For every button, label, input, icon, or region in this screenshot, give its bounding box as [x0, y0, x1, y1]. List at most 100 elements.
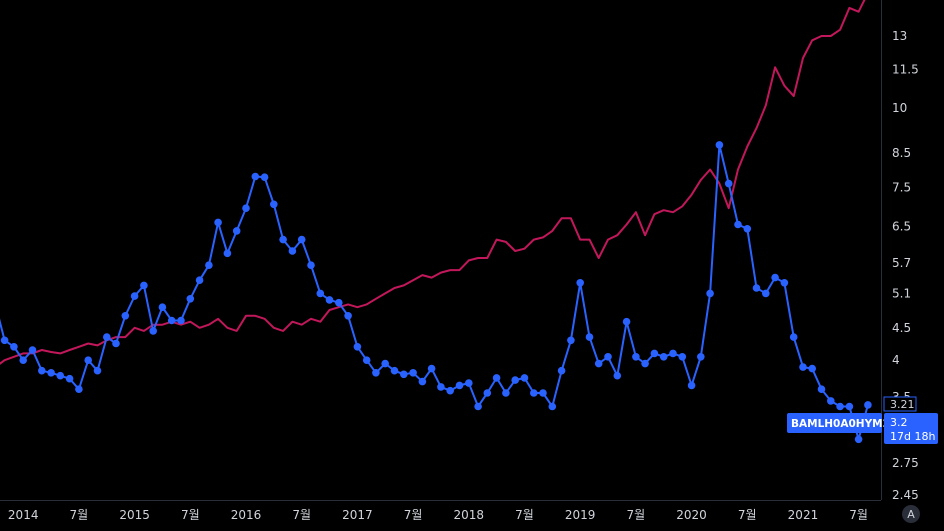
data-point [697, 353, 705, 361]
data-point [539, 389, 547, 397]
time-axis-tick-label: 2016 [231, 508, 262, 522]
data-point [724, 179, 733, 188]
log-scale-toggle-label: A [907, 508, 915, 521]
data-point [715, 141, 724, 149]
last-value-badge [884, 413, 938, 444]
data-point [288, 247, 297, 255]
data-point [251, 172, 260, 181]
price-axis-tick-label: 4.5 [892, 321, 911, 335]
data-point [223, 249, 232, 258]
data-point [56, 371, 65, 380]
price-axis-tick-label: 2.45 [892, 488, 919, 502]
time-axis-tick-label: 7월 [292, 508, 311, 522]
data-point [836, 402, 844, 411]
price-axis-tick-label: 5.1 [892, 286, 911, 300]
data-point [75, 385, 83, 394]
data-point [854, 435, 863, 444]
time-axis-tick-label: 2015 [119, 508, 150, 522]
crosshair-value-label: 3.21 [890, 398, 915, 411]
series-layer [0, 0, 872, 444]
data-point [604, 353, 612, 361]
data-point [158, 303, 167, 312]
data-point [130, 292, 139, 300]
series-red [0, 0, 866, 365]
data-point [195, 276, 204, 285]
data-point [38, 366, 46, 375]
data-point [762, 289, 770, 298]
data-point [530, 389, 538, 397]
data-point [687, 381, 696, 390]
data-point [743, 225, 752, 233]
data-point [10, 343, 18, 351]
data-point [771, 273, 779, 282]
data-point [260, 173, 269, 181]
data-point [669, 349, 677, 358]
data-point [28, 346, 37, 354]
data-point [808, 364, 816, 373]
data-point [232, 227, 241, 235]
data-point [362, 356, 371, 365]
time-axis-tick-label: 7월 [181, 508, 200, 522]
data-point [140, 281, 148, 290]
price-axis-tick-label: 8.5 [892, 146, 911, 160]
data-point [279, 235, 287, 244]
crosshair-value-box [883, 396, 917, 412]
data-point [817, 385, 826, 394]
data-point [103, 333, 111, 341]
data-point [594, 359, 603, 368]
data-point [845, 402, 854, 411]
last-value-label: 3.2 [890, 416, 908, 429]
data-point [734, 220, 742, 229]
data-point [632, 353, 640, 361]
price-axis-tick-label: 4 [892, 353, 900, 367]
bar-countdown-label: 17d 18h [890, 430, 935, 443]
data-point [827, 397, 835, 405]
price-axis-tick-label: 7.5 [892, 180, 911, 194]
data-point [177, 316, 185, 325]
data-point [19, 356, 28, 365]
data-point [557, 366, 566, 375]
data-point [585, 333, 594, 341]
time-axis-tick-label: 7월 [515, 508, 534, 522]
price-axis-tick-label: 2.75 [892, 456, 919, 470]
series-red-line [0, 0, 866, 365]
data-point [511, 376, 519, 384]
data-point [84, 356, 92, 365]
data-point [121, 312, 130, 320]
data-point [186, 295, 195, 303]
data-point [492, 374, 501, 382]
data-point [65, 374, 74, 383]
data-point [678, 353, 687, 361]
data-point [297, 235, 306, 244]
data-point [706, 289, 714, 298]
data-point [483, 389, 492, 397]
data-point [780, 279, 789, 287]
data-point [613, 371, 622, 380]
time-axis[interactable]: 2014 7월 2015 7월 2016 7월 2017 7월 2018 7월 2019 7월 2020… [0, 500, 881, 523]
data-point [353, 343, 362, 351]
data-point [214, 218, 222, 227]
data-point [567, 336, 575, 345]
data-point [474, 402, 482, 411]
data-point [325, 296, 334, 304]
time-axis-tick-label: 2017 [342, 508, 373, 522]
data-point [502, 389, 510, 397]
data-point [381, 359, 390, 368]
time-axis-tick-label: 7월 [738, 508, 757, 522]
data-point [864, 401, 872, 409]
price-axis-tick-label: 10 [892, 101, 907, 115]
price-axis-tick-label: 11.5 [892, 63, 919, 77]
data-point [149, 327, 157, 335]
data-point [242, 204, 250, 212]
data-point [400, 370, 408, 379]
data-point [316, 289, 325, 298]
time-axis-tick-label: 2021 [788, 508, 819, 522]
data-point [455, 381, 464, 390]
log-scale-toggle[interactable]: A [902, 505, 920, 523]
data-point [659, 353, 668, 361]
data-point [465, 379, 473, 387]
data-point [270, 200, 278, 209]
